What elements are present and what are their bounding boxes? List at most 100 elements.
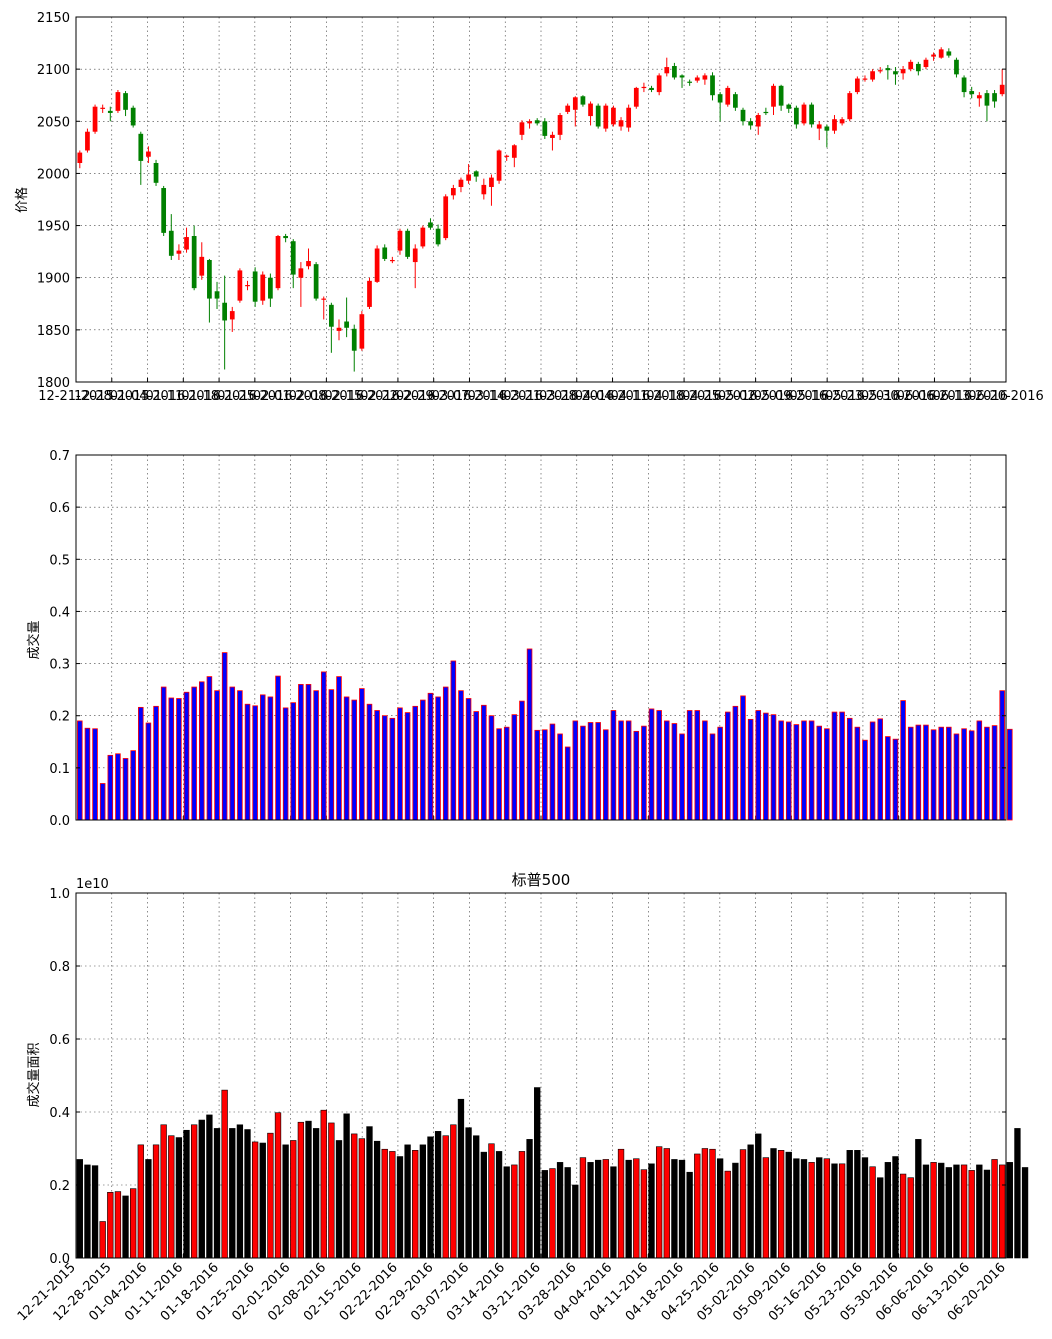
candle-body xyxy=(565,105,571,112)
volume-area-bar xyxy=(503,1166,510,1259)
volume-bar xyxy=(984,726,990,821)
volume-area-bar xyxy=(168,1135,175,1259)
candle-body xyxy=(999,84,1005,95)
volume-area-bar xyxy=(335,1140,343,1259)
volume-area-bar xyxy=(793,1158,800,1259)
volume-ytick-label: 0.2 xyxy=(49,710,70,725)
volume-area-bar xyxy=(869,1166,876,1259)
candlestick xyxy=(839,117,845,126)
candle-body xyxy=(466,174,471,181)
volume-bar xyxy=(831,711,838,821)
candlestick xyxy=(877,67,883,74)
candle-body xyxy=(694,77,700,81)
volume-bar xyxy=(206,676,213,821)
candlestick xyxy=(603,103,609,132)
price-xtick-label: 06-13-2016 xyxy=(932,389,1008,404)
candlestick xyxy=(329,302,334,353)
volume-area-bar xyxy=(457,1098,465,1259)
candlestick xyxy=(527,119,532,129)
candlestick xyxy=(519,120,525,141)
volume-bar xyxy=(351,699,358,821)
volume-bar xyxy=(1007,728,1013,821)
volume-bar xyxy=(709,733,716,821)
price-xtick-label: 05-23-2016 xyxy=(825,389,901,404)
volume-area-bar xyxy=(808,1162,815,1259)
volume-bar xyxy=(717,726,723,821)
price-xtick-label: 02-01-2016 xyxy=(253,389,329,404)
volume-bar xyxy=(427,692,434,821)
volume-area-ytick-label: 0.4 xyxy=(49,1106,70,1121)
volume-bar xyxy=(328,689,335,821)
volume-bar xyxy=(435,696,441,821)
volume-area-bar xyxy=(861,1157,869,1259)
candlestick xyxy=(359,311,365,351)
candlestick xyxy=(489,174,494,206)
volume-area-bar xyxy=(991,1159,998,1259)
candle-body xyxy=(664,67,670,74)
candle-body xyxy=(794,107,799,125)
candlestick xyxy=(283,233,288,243)
volume-area-bar xyxy=(747,1144,754,1259)
volume-area-bar xyxy=(465,1127,472,1259)
volume-bar xyxy=(907,726,914,821)
volume-area-bar xyxy=(137,1144,144,1259)
volume-area-bar xyxy=(305,1120,312,1259)
price-xtick-label: 05-02-2016 xyxy=(718,389,794,404)
price-xtick-label: 04-04-2016 xyxy=(575,389,651,404)
volume-area-bar xyxy=(595,1159,602,1259)
volume-bar xyxy=(526,648,533,821)
volume-bar xyxy=(724,711,731,821)
candle-body xyxy=(969,91,975,95)
price-panel: 1800 1850 1900 1950 2000 2050 2100 2150 12-21-2… xyxy=(14,11,1044,404)
candlestick xyxy=(862,75,868,82)
volume-bar xyxy=(770,714,777,821)
candle-body xyxy=(824,126,830,131)
candle-body xyxy=(740,109,746,122)
volume-bar xyxy=(900,700,906,821)
volume-area-bar xyxy=(999,1164,1006,1259)
volume-bar xyxy=(191,686,197,821)
candle-body xyxy=(153,163,159,183)
candlestick xyxy=(687,79,693,86)
volume-area-bar xyxy=(930,1162,937,1259)
candle-body xyxy=(961,77,967,93)
candle-body xyxy=(268,277,273,299)
price-xtick-label: 06-06-2016 xyxy=(897,389,973,404)
candle-body xyxy=(199,256,205,276)
volume-bar xyxy=(595,722,601,821)
candlestick xyxy=(946,48,952,58)
candlestick xyxy=(222,275,228,370)
candlestick xyxy=(664,57,670,77)
volume-bar xyxy=(854,726,861,821)
volume-area-bar xyxy=(739,1149,747,1259)
candlestick xyxy=(984,90,990,122)
candle-body xyxy=(763,111,769,114)
candlestick xyxy=(176,244,182,260)
volume-bar xyxy=(785,721,792,821)
volume-bar xyxy=(656,710,662,821)
volume-bar xyxy=(92,728,98,821)
volume-area-bar xyxy=(724,1170,731,1259)
price-ytick-label: 1950 xyxy=(37,220,70,235)
volume-bar xyxy=(557,733,563,821)
candle-body xyxy=(222,302,228,321)
candle-body xyxy=(748,121,753,126)
candle-body xyxy=(351,328,357,351)
volume-area-ytick-label: 0.2 xyxy=(49,1179,70,1194)
candlestick xyxy=(313,262,319,301)
candlestick xyxy=(199,242,205,280)
price-xtick-label: 02-29-2016 xyxy=(396,389,472,404)
volume-area-bar xyxy=(351,1133,358,1259)
candlestick xyxy=(458,177,464,193)
volume-area-bar xyxy=(488,1143,495,1259)
candle-body xyxy=(710,75,715,96)
candlestick xyxy=(740,107,746,126)
volume-bar xyxy=(778,720,784,821)
candlestick xyxy=(778,84,784,111)
volume-area-bar xyxy=(1021,1167,1029,1259)
price-xtick-label: 02-22-2016 xyxy=(360,389,436,404)
candle-body xyxy=(237,270,243,301)
price-xtick-label: 06-20-2016 xyxy=(968,389,1044,404)
volume-area-bar xyxy=(907,1177,914,1259)
